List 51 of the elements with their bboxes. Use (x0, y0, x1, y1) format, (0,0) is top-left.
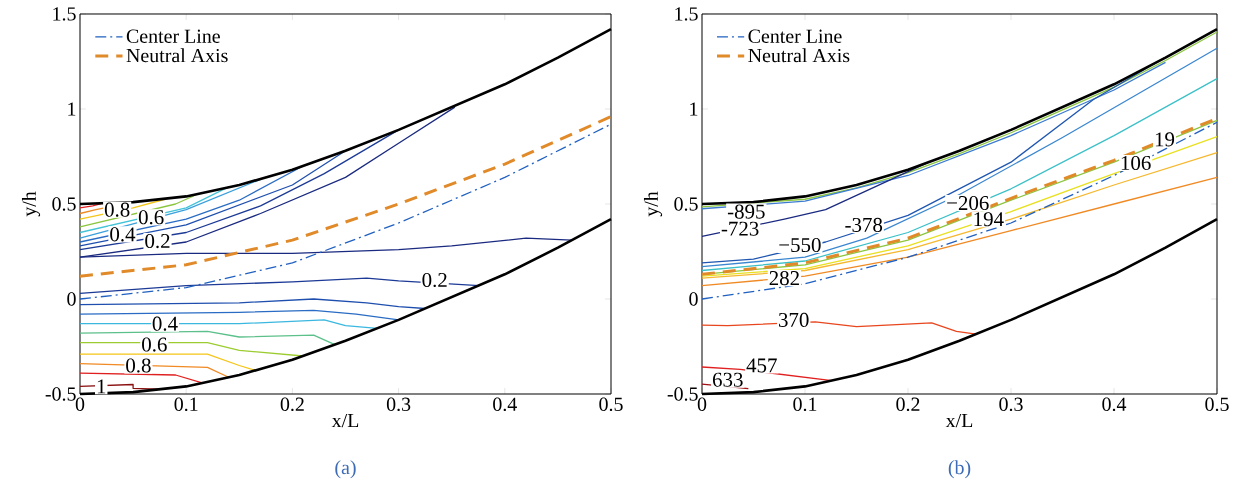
y-axis-title: y/h (21, 191, 41, 217)
legend-label: Center Line (126, 29, 220, 43)
y-tick-label: 1.5 (675, 7, 698, 21)
annotation: 0.4 (110, 227, 136, 242)
annotation: −206 (947, 196, 989, 211)
annotation: 0.2 (422, 272, 447, 288)
y-tick-label: 1 (68, 102, 76, 116)
legend-label: Neutral Axis (126, 48, 228, 63)
x-axis-title: x/L (945, 413, 973, 428)
x-tick-label: 0.3 (386, 397, 411, 412)
x-tick-label: 0.1 (793, 397, 817, 412)
x-tick-label: 0.5 (1205, 397, 1229, 412)
annotation: 457 (746, 358, 777, 373)
annotation: 0.8 (104, 202, 130, 217)
annotation: 0.4 (152, 316, 178, 331)
y-tick-label: 0 (67, 292, 76, 306)
x-tick-label: 0.2 (280, 397, 304, 412)
annotation: 194 (974, 212, 1004, 227)
legend-label: Center Line (748, 29, 842, 43)
y-tick-label: 0.5 (674, 197, 698, 211)
x-tick-label: 0.1 (174, 397, 198, 412)
x-tick-label: 0.5 (599, 397, 623, 412)
x-tick-label: 0.4 (493, 397, 517, 412)
annotation: 19 (1155, 132, 1175, 147)
annotation: 1 (97, 379, 106, 394)
annotation: 370 (778, 312, 809, 327)
annotation: 0.6 (138, 210, 164, 225)
legend-label: Neutral Axis (748, 48, 850, 63)
y-tick-label: -0.5 (667, 387, 698, 401)
y-tick-label: 0.5 (52, 197, 76, 211)
annotation: 0.8 (126, 358, 151, 373)
y-tick-label: 1 (690, 102, 698, 116)
y-axis-title: y/h (643, 191, 663, 217)
annotation: 282 (769, 271, 799, 286)
annotation: 633 (712, 372, 743, 387)
x-tick-label: 0.4 (1102, 397, 1127, 412)
annotation: 0.2 (145, 233, 170, 249)
annotation: -378 (845, 217, 883, 232)
y-tick-label: -0.5 (45, 387, 76, 401)
x-tick-label: 0.2 (896, 397, 920, 412)
annotation: 0.6 (142, 337, 167, 352)
text: (a) (335, 460, 356, 479)
x-tick-label: 0.3 (999, 397, 1023, 412)
annotation: -895 (727, 204, 765, 219)
y-tick-label: 1.5 (53, 7, 76, 21)
annotation: -723 (721, 221, 759, 236)
x-axis-title: x/L (331, 413, 359, 428)
annotation: −550 (779, 237, 821, 253)
y-tick-label: 0 (689, 292, 698, 306)
text: (b) (948, 460, 971, 479)
annotation: 106 (1121, 155, 1151, 171)
